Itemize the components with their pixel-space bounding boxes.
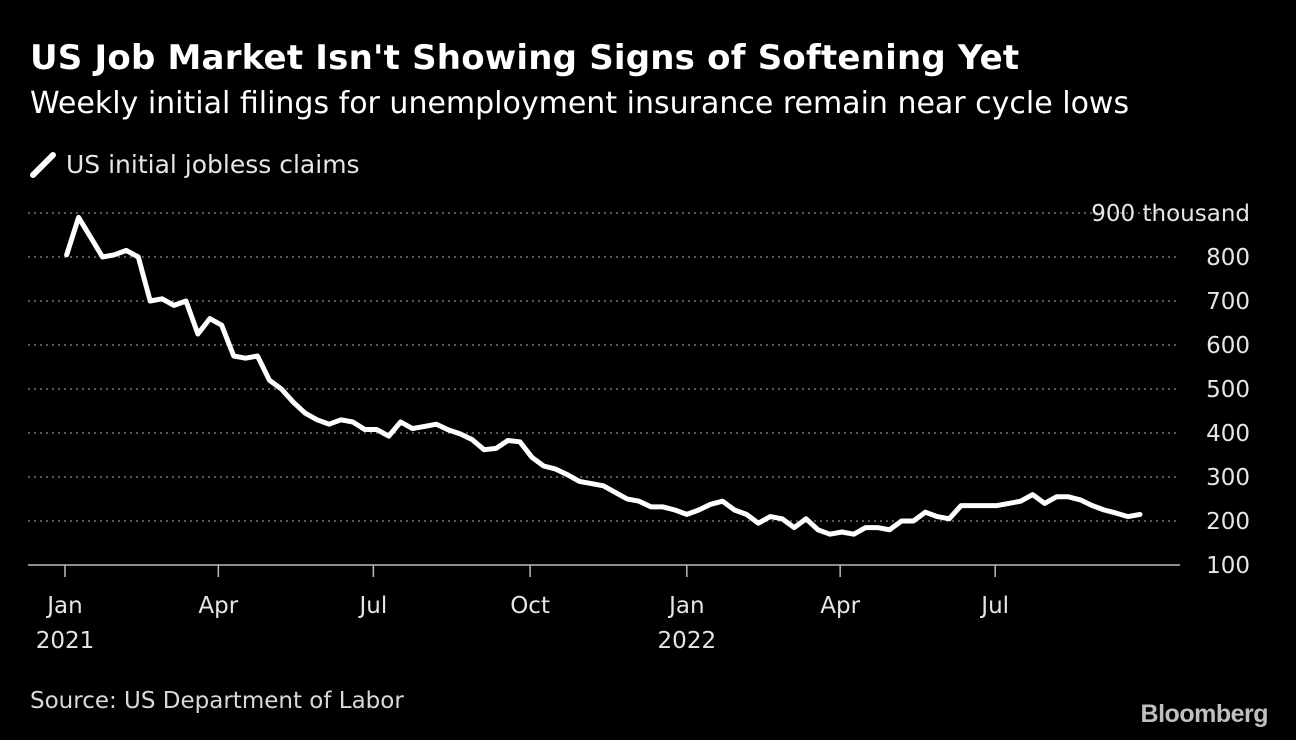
legend: US initial jobless claims: [30, 150, 360, 179]
x-tick-label-2: Jul: [357, 593, 387, 619]
x-tick-label-0: Jan: [45, 593, 82, 619]
x-tick-label-5: Apr: [820, 593, 860, 619]
series-layer: [64, 214, 1143, 537]
y-tick-label-500: 500: [1206, 377, 1250, 403]
x-tick-year-label-0: 2021: [36, 628, 95, 654]
series-line-initial-jobless-claims: [64, 214, 1143, 537]
y-tick-label-400: 400: [1206, 421, 1250, 447]
line-swatch-icon: [30, 151, 56, 178]
x-tick-label-3: Oct: [510, 593, 550, 619]
x-tick-label-6: Jul: [979, 593, 1009, 619]
y-tick-label-100: 100: [1206, 553, 1250, 579]
y-unit-label: thousand: [1143, 201, 1251, 227]
axis-labels: 900 thousand 800 700 600 500 400 300 200 100 Jan 2…: [36, 201, 1250, 654]
chart-subtitle: Weekly initial filings for unemployment …: [30, 86, 1130, 121]
x-tick-label-1: Apr: [198, 593, 238, 619]
y-tick-value: 900: [1091, 201, 1142, 227]
x-tick-label-4: Jan: [667, 593, 704, 619]
y-tick-label-600: 600: [1206, 333, 1250, 359]
x-axis: [28, 564, 1180, 577]
x-tick-year-label-4: 2022: [658, 628, 717, 654]
source-note: Source: US Department of Labor: [30, 688, 404, 714]
legend-label: US initial jobless claims: [66, 150, 360, 179]
y-tick-label-800: 800: [1206, 245, 1250, 271]
y-tick-label-200: 200: [1206, 509, 1250, 535]
y-tick-label-900-with-unit: 900 thousand: [1091, 201, 1250, 227]
y-tick-label-700: 700: [1206, 289, 1250, 315]
y-tick-label-300: 300: [1206, 465, 1250, 491]
grid-lines: [28, 212, 1180, 522]
chart-title: US Job Market Isn't Showing Signs of Sof…: [30, 38, 1020, 78]
bloomberg-logo: Bloomberg: [1140, 700, 1269, 728]
